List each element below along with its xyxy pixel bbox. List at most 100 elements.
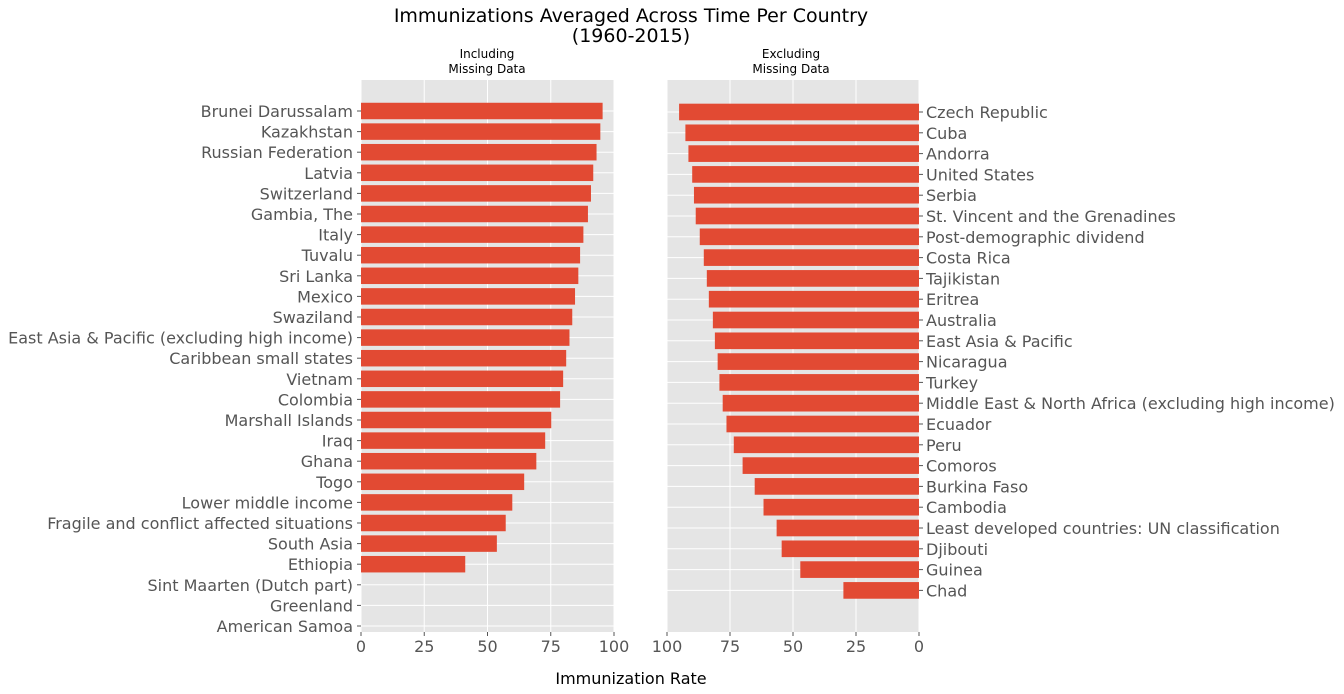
right-bar-post-demographic-dividend (699, 228, 919, 246)
left-bar-brunei-darussalam (361, 102, 603, 120)
left-category-label-caribbean-small-states: Caribbean small states (169, 349, 353, 368)
left-category-label-italy: Italy (318, 226, 353, 245)
right-category-label-peru: Peru (926, 436, 962, 455)
left-subtitle-line1: Including (460, 47, 515, 61)
right-category-label-cambodia: Cambodia (926, 498, 1007, 517)
left-category-label-russian-federation: Russian Federation (201, 143, 353, 162)
right-category-label-andorra: Andorra (926, 145, 990, 164)
left-bar-south-asia (361, 535, 497, 552)
left-bar-russian-federation (361, 143, 597, 161)
left-category-label-latvia: Latvia (304, 164, 353, 183)
left-category-label-gambia-the: Gambia, The (251, 205, 353, 224)
right-category-label-east-asia-pacific: East Asia & Pacific (926, 332, 1073, 351)
left-category-label-iraq: Iraq (322, 432, 353, 451)
left-x-tick-label-25: 25 (414, 637, 434, 656)
right-bar-djibouti (781, 540, 919, 558)
right-x-tick-label-25: 25 (846, 637, 866, 656)
left-bar-sri-lanka (361, 267, 579, 285)
right-bar-guinea (800, 561, 919, 578)
right-bar-burkina-faso (754, 478, 919, 495)
right-x-tick-label-100: 100 (652, 637, 683, 656)
right-bar-tajikistan (706, 270, 919, 287)
right-bar-cuba (685, 124, 919, 142)
left-bar-east-asia-pacific-excluding-high-income (361, 329, 570, 346)
right-bar-middle-east-north-africa-excluding-high-income (722, 394, 919, 412)
right-category-label-guinea: Guinea (926, 561, 983, 580)
left-category-label-mexico: Mexico (297, 287, 353, 306)
left-category-label-lower-middle-income: Lower middle income (182, 493, 353, 512)
right-bar-czech-republic (679, 103, 919, 121)
right-subtitle-line1: Excluding (762, 47, 820, 61)
right-bar-turkey (719, 374, 919, 391)
right-category-label-serbia: Serbia (926, 186, 977, 205)
left-bar-vietnam (361, 370, 564, 388)
right-x-tick-label-75: 75 (720, 637, 740, 656)
left-category-label-switzerland: Switzerland (260, 184, 353, 203)
left-x-tick-label-75: 75 (541, 637, 561, 656)
left-category-label-sint-maarten-dutch-part: Sint Maarten (Dutch part) (148, 576, 354, 595)
right-bar-peru (733, 436, 919, 454)
right-category-label-united-states: United States (926, 165, 1034, 184)
left-category-label-east-asia-pacific-excluding-high-income: East Asia & Pacific (excluding high inco… (8, 329, 353, 348)
left-x-tick-label-0: 0 (356, 637, 366, 656)
left-category-label-greenland: Greenland (270, 596, 353, 615)
right-subtitle-line2: Missing Data (752, 62, 829, 76)
left-bar-mexico (361, 288, 576, 305)
right-category-label-djibouti: Djibouti (926, 540, 988, 559)
right-bar-comoros (742, 457, 919, 474)
left-bar-switzerland (361, 185, 591, 202)
right-category-label-czech-republic: Czech Republic (926, 103, 1048, 122)
right-bar-costa-rica (703, 249, 919, 266)
right-bar-least-developed-countries-un-classification (776, 519, 919, 537)
left-bar-tuvalu (361, 246, 581, 264)
left-category-label-marshall-islands: Marshall Islands (225, 411, 353, 430)
left-bar-colombia (361, 391, 561, 408)
left-category-label-ghana: Ghana (301, 452, 353, 471)
chart-title-line1: Immunizations Averaged Across Time Per C… (394, 5, 868, 27)
right-category-label-eritrea: Eritrea (926, 290, 979, 309)
right-category-label-cuba: Cuba (926, 124, 967, 143)
left-panel: 0 25 50 75 100 Brunei Darussalam KazakhstanRus… (8, 80, 629, 656)
left-bar-ghana (361, 452, 537, 470)
right-category-label-costa-rica: Costa Rica (926, 249, 1011, 268)
left-category-label-vietnam: Vietnam (286, 370, 353, 389)
right-bar-st-vincent-and-the-grenadines (695, 207, 919, 225)
chart-title-line2: (1960-2015) (572, 25, 690, 47)
left-category-label-sri-lanka: Sri Lanka (279, 267, 353, 286)
right-category-label-post-demographic-dividend: Post-demographic dividend (926, 228, 1145, 247)
right-x-tick-label-0: 0 (914, 637, 924, 656)
right-category-label-comoros: Comoros (926, 457, 997, 476)
left-category-label-american-samoa: American Samoa (217, 617, 353, 636)
right-category-label-turkey: Turkey (925, 373, 978, 392)
left-subtitle-line2: Missing Data (448, 62, 525, 76)
left-bar-caribbean-small-states (361, 349, 567, 367)
left-category-label-kazakhstan: Kazakhstan (261, 123, 353, 142)
right-category-label-least-developed-countries-un-classification: Least developed countries: UN classifica… (926, 519, 1280, 538)
left-x-tick-label-50: 50 (477, 637, 497, 656)
right-category-label-burkina-faso: Burkina Faso (926, 477, 1028, 496)
left-category-label-south-asia: South Asia (268, 535, 353, 554)
right-category-label-ecuador: Ecuador (926, 415, 992, 434)
right-bar-nicaragua (717, 353, 919, 370)
left-category-label-tuvalu: Tuvalu (301, 246, 353, 265)
left-category-label-ethiopia: Ethiopia (288, 555, 353, 574)
right-category-label-nicaragua: Nicaragua (926, 353, 1008, 372)
left-bar-ethiopia (361, 555, 466, 573)
left-x-tick-label-100: 100 (599, 637, 630, 656)
left-bar-kazakhstan (361, 123, 601, 140)
left-bar-lower-middle-income (361, 494, 513, 511)
left-bar-iraq (361, 432, 546, 449)
left-bar-togo (361, 473, 525, 491)
right-bar-australia (712, 311, 919, 329)
left-bar-gambia-the (361, 205, 588, 223)
right-panel: 100 75 50 25 0 Czech Republic Cuba AndorraUnite… (652, 80, 1335, 656)
right-bar-east-asia-pacific (714, 332, 919, 350)
right-bar-ecuador (726, 415, 919, 433)
left-bar-marshall-islands (361, 411, 552, 429)
left-bar-latvia (361, 164, 594, 182)
right-bar-andorra (688, 145, 919, 162)
right-category-label-middle-east-north-africa-excluding-high-income: Middle East & North Africa (excluding hi… (926, 394, 1335, 413)
right-bar-united-states (692, 166, 919, 183)
